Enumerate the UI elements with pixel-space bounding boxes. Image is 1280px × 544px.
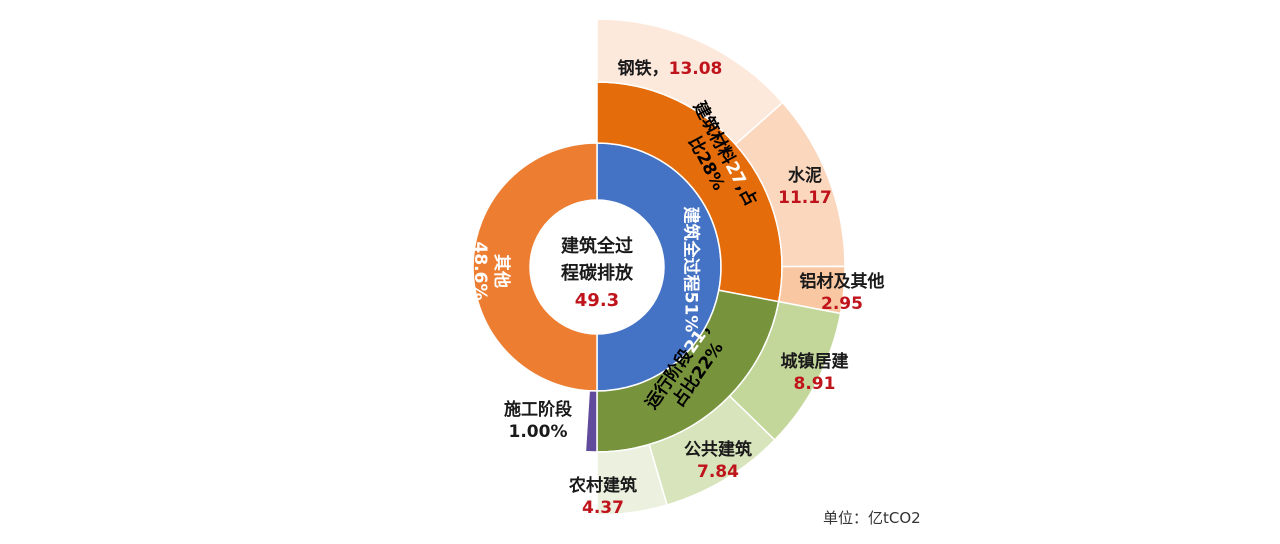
label-steel-sep: ， [651,59,669,79]
label-construction-pct: 1.00% [508,422,568,442]
center-line1: 建筑全过 [561,236,633,257]
label-other: 其他 48.6% [469,221,511,321]
label-aluminum-name: 铝材及其他 [799,272,885,292]
center-hole [530,200,664,334]
segment-construction [584,389,598,453]
label-rural: 农村建筑 4.37 [553,475,653,519]
unit-label: 单位：亿tCO2 [823,509,921,527]
label-whole-process-text: 建筑全过程51% [680,206,701,333]
label-rural-name: 农村建筑 [569,476,637,496]
label-urban-value: 8.91 [793,374,836,394]
label-construction: 施工阶段 1.00% [488,399,588,443]
center-line2: 程碳排放 [561,263,633,284]
label-construction-name: 施工阶段 [504,400,572,420]
label-urban: 城镇居建 8.91 [762,351,867,395]
label-cement-value: 11.17 [778,188,832,208]
center-label: 建筑全过 程碳排放 49.3 [547,233,647,314]
center-value: 49.3 [574,290,620,311]
label-public: 公共建筑 7.84 [668,439,768,483]
label-aluminum: 铝材及其他 2.95 [772,271,912,315]
label-aluminum-value: 2.95 [821,294,863,314]
label-steel: 钢铁，13.08 [605,58,735,80]
label-steel-name: 钢铁 [617,59,652,79]
label-cement: 水泥 11.17 [770,165,840,209]
label-steel-value: 13.08 [668,59,723,79]
label-cement-name: 水泥 [788,166,822,186]
label-public-value: 7.84 [697,462,739,482]
label-urban-name: 城镇居建 [780,352,849,372]
label-public-name: 公共建筑 [684,440,752,460]
segment-rural [596,443,668,516]
label-other-pct: 48.6% [470,241,490,301]
label-other-name: 其他 [491,254,511,288]
label-rural-value: 4.37 [582,498,624,518]
